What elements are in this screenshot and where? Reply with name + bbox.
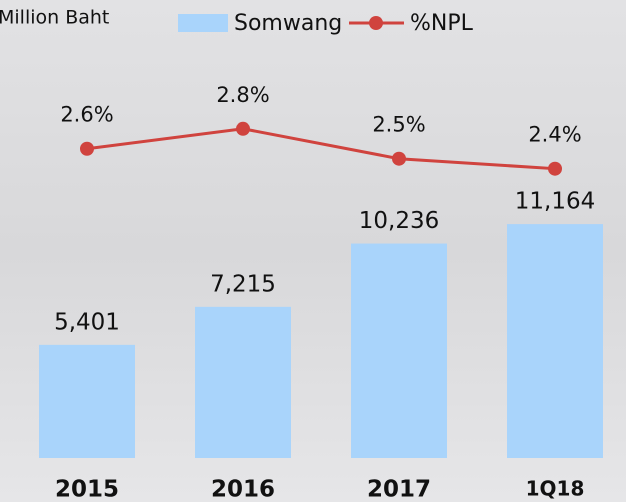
- data-label: 7,215: [210, 271, 276, 297]
- x-tick-label: 1Q18: [526, 477, 585, 501]
- x-tick-label: 2015: [55, 477, 119, 502]
- line-point: [392, 151, 406, 166]
- bar: [39, 344, 135, 458]
- data-label: 10,236: [359, 208, 439, 234]
- line-point: [236, 121, 250, 136]
- bar: [195, 306, 291, 458]
- data-label: 2.5%: [372, 113, 425, 137]
- bar: [351, 243, 447, 458]
- data-label: 2.4%: [528, 123, 581, 147]
- line: [86, 127, 556, 171]
- line-point: [548, 161, 562, 176]
- data-label: 5,401: [54, 309, 120, 335]
- data-label: 11,164: [515, 189, 595, 215]
- x-tick-label: 2017: [367, 477, 431, 502]
- legend-swatch: [178, 14, 228, 32]
- legend-label: %NPL: [410, 11, 474, 36]
- y-axis-label: Million Baht: [0, 7, 109, 29]
- legend-label: Somwang: [234, 11, 342, 36]
- legend-swatch: [369, 16, 383, 30]
- data-label: 2.6%: [60, 103, 113, 127]
- line-point: [80, 141, 94, 156]
- data-label: 2.8%: [216, 83, 269, 107]
- bar: [507, 224, 603, 458]
- x-tick-label: 2016: [211, 477, 275, 502]
